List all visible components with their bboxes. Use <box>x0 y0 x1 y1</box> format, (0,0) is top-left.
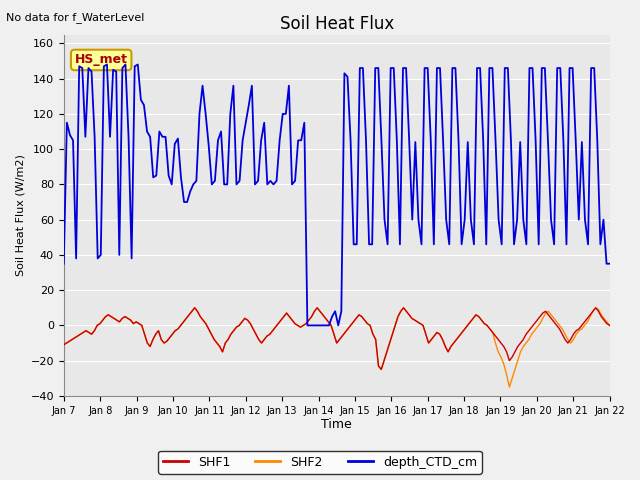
SHF1 <box>606 323 614 328</box>
SHF2 <box>606 323 614 328</box>
Text: HS_met: HS_met <box>75 53 128 66</box>
SHF1 <box>60 342 68 348</box>
SHF2 <box>177 323 184 328</box>
SHF2 <box>506 384 513 390</box>
depth_CTD_cm <box>606 261 614 266</box>
depth_CTD_cm <box>436 65 444 71</box>
SHF2 <box>450 340 458 346</box>
SHF1 <box>378 367 385 372</box>
SHF1 <box>77 331 84 337</box>
depth_CTD_cm <box>303 323 311 328</box>
Line: depth_CTD_cm: depth_CTD_cm <box>64 64 610 325</box>
SHF2 <box>77 331 84 337</box>
Line: SHF2: SHF2 <box>64 308 610 387</box>
SHF2 <box>559 326 566 332</box>
Text: No data for f_WaterLevel: No data for f_WaterLevel <box>6 12 145 23</box>
SHF1 <box>155 328 163 334</box>
depth_CTD_cm <box>335 323 342 328</box>
depth_CTD_cm <box>507 137 515 143</box>
depth_CTD_cm <box>152 173 160 179</box>
SHF2 <box>60 342 68 348</box>
depth_CTD_cm <box>103 61 111 67</box>
depth_CTD_cm <box>254 178 262 184</box>
Legend: SHF1, SHF2, depth_CTD_cm: SHF1, SHF2, depth_CTD_cm <box>158 451 482 474</box>
SHF2 <box>71 335 79 341</box>
SHF1 <box>71 335 79 341</box>
Title: Soil Heat Flux: Soil Heat Flux <box>280 15 394 33</box>
X-axis label: Time: Time <box>321 419 352 432</box>
SHF1 <box>559 331 566 337</box>
SHF2 <box>155 328 163 334</box>
Line: SHF1: SHF1 <box>64 308 610 370</box>
depth_CTD_cm <box>60 261 68 266</box>
SHF1 <box>452 336 460 342</box>
SHF1 <box>177 323 184 328</box>
depth_CTD_cm <box>578 139 586 145</box>
SHF1 <box>191 305 198 311</box>
Y-axis label: Soil Heat Flux (W/m2): Soil Heat Flux (W/m2) <box>15 154 25 276</box>
SHF2 <box>191 305 198 311</box>
